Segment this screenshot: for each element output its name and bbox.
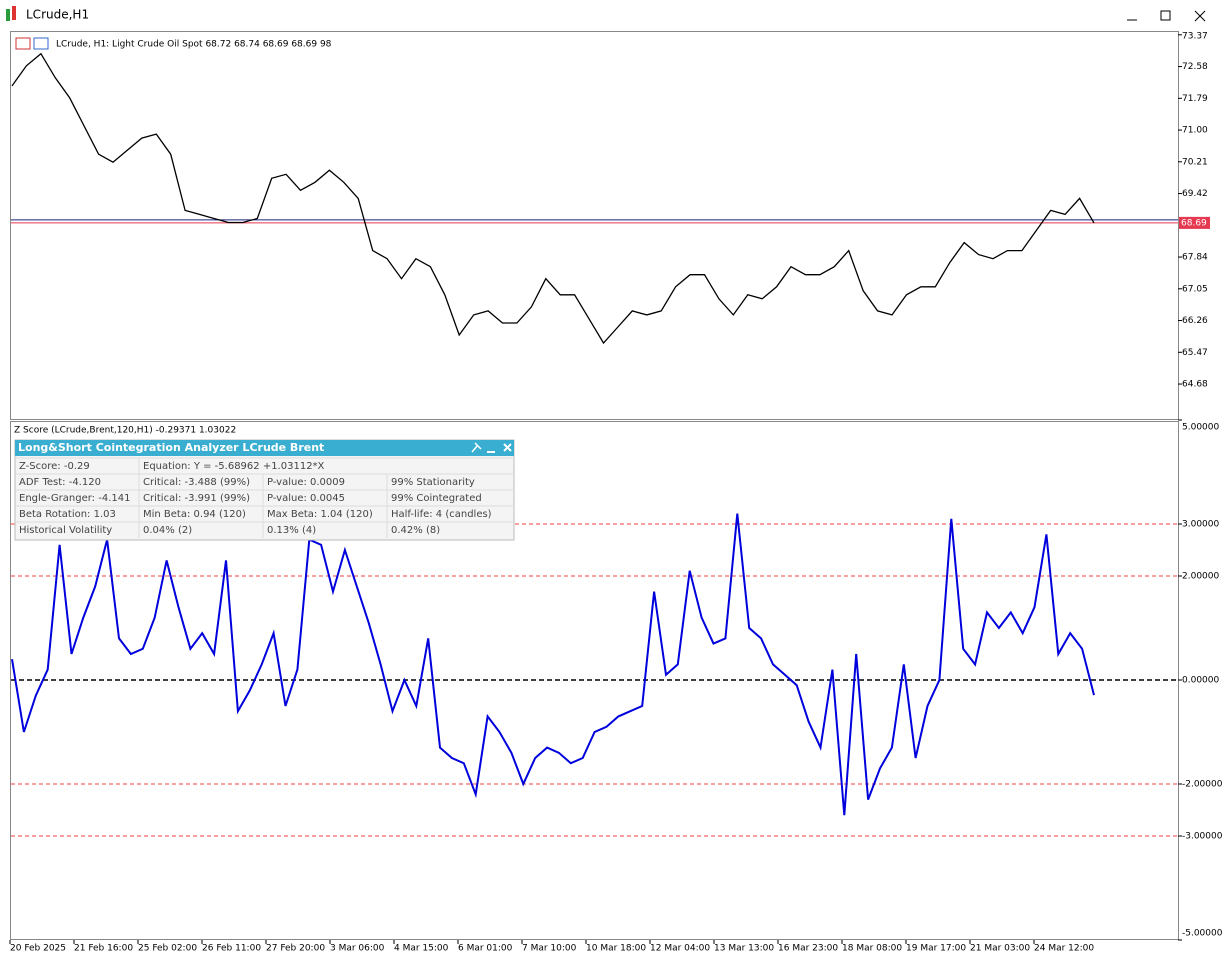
x-tick-label: 6 Mar 01:00: [458, 944, 513, 954]
y-tick-label: -3.00000: [1182, 832, 1223, 842]
panel-cell: P-value: 0.0009: [267, 477, 345, 488]
y-tick-label: -5.00000: [1182, 929, 1223, 939]
x-tick-label: 25 Feb 02:00: [138, 944, 197, 954]
y-tick-label: 69.42: [1182, 189, 1208, 199]
analyzer-panel: Long&Short Cointegration Analyzer LCrude…: [14, 439, 515, 541]
price-pane: [10, 31, 1179, 420]
zscore-info: Z Score (LCrude,Brent,120,H1) -0.29371 1…: [14, 426, 236, 436]
panel-cell: Z-Score: -0.29: [19, 461, 90, 472]
panel-cell: Min Beta: 0.94 (120): [143, 509, 246, 520]
chart-icon: [15, 37, 31, 50]
panel-cell: 99% Stationarity: [391, 477, 475, 488]
panel-cell: 0.13% (4): [267, 525, 316, 536]
title-bar: LCrude,H1: [6, 6, 1206, 22]
y-tick-label: 72.58: [1182, 62, 1208, 72]
x-tick-label: 18 Mar 08:00: [842, 944, 902, 954]
x-tick-label: 21 Mar 03:00: [970, 944, 1030, 954]
y-tick-label: 2.00000: [1182, 572, 1219, 582]
y-tick-label: 71.79: [1182, 94, 1208, 104]
panel-title: Long&Short Cointegration Analyzer LCrude…: [18, 441, 324, 454]
panel-header: [15, 440, 514, 456]
x-tick-label: 21 Feb 16:00: [74, 944, 133, 954]
x-tick-label: 19 Mar 17:00: [906, 944, 966, 954]
x-tick-label: 12 Mar 04:00: [650, 944, 710, 954]
y-tick-label: 65.47: [1182, 348, 1208, 358]
panel-cell: Max Beta: 1.04 (120): [267, 509, 373, 520]
maximize-button[interactable]: [1160, 10, 1171, 21]
panel-cell: ADF Test: -4.120: [19, 477, 101, 488]
y-tick-label: 3.00000: [1182, 520, 1219, 530]
zscore-line: [11, 513, 1095, 816]
x-tick-label: 16 Mar 23:00: [778, 944, 838, 954]
x-tick-label: 26 Feb 11:00: [202, 944, 261, 954]
x-tick-label: 24 Mar 12:00: [1034, 944, 1094, 954]
app-icon: [6, 9, 10, 21]
window-title: LCrude,H1: [26, 8, 89, 22]
price-line: [11, 52, 1095, 345]
panel-cell: Historical Volatility: [19, 525, 112, 536]
y-tick-label: 67.84: [1182, 253, 1208, 263]
marks: 73.37 72.58 71.79 71.00 70.21 69.42 67.84 67.05…: [9, 32, 1223, 954]
panel-cell: Half-life: 4 (candles): [391, 509, 492, 520]
x-tick-label: 7 Mar 10:00: [522, 944, 577, 954]
y-tick-label: -2.00000: [1182, 780, 1223, 790]
y-tick-label: 70.21: [1182, 157, 1208, 167]
panel-cell: Critical: -3.991 (99%): [143, 493, 250, 504]
y-tick-label: 67.05: [1182, 284, 1208, 294]
x-tick-label: 27 Feb 20:00: [266, 944, 325, 954]
current-price-box: [1179, 216, 1210, 229]
panel-cell: Beta Rotation: 1.03: [19, 509, 116, 520]
app-icon: [12, 6, 16, 20]
chart-icon: [33, 37, 49, 50]
y-tick-label: 66.26: [1182, 316, 1208, 326]
x-tick-label: 4 Mar 15:00: [394, 944, 449, 954]
x-tick-label: 13 Mar 13:00: [714, 944, 774, 954]
y-tick-label: 5.00000: [1182, 423, 1219, 433]
current-price-label: 68.69: [1181, 218, 1207, 228]
panel-cell: 0.42% (8): [391, 525, 440, 536]
price-info: LCrude, H1: Light Crude Oil Spot 68.72 6…: [56, 40, 332, 50]
panel-cell: 99% Cointegrated: [391, 493, 482, 504]
x-tick-label: 10 Mar 18:00: [586, 944, 646, 954]
y-tick-label: 0.00000: [1182, 676, 1219, 686]
y-tick-label: 73.37: [1182, 32, 1208, 42]
panel-cell: Equation: Y = -5.68962 +1.03112*X: [143, 461, 325, 472]
close-panel-button[interactable]: [503, 443, 512, 452]
panel-cell: P-value: 0.0045: [267, 493, 345, 504]
panel-cell: Critical: -3.488 (99%): [143, 477, 250, 488]
panel-cell: Engle-Granger: -4.141: [19, 493, 130, 504]
pin-button[interactable]: [471, 442, 482, 453]
y-tick-label: 64.68: [1182, 380, 1208, 390]
y-tick-label: 71.00: [1182, 126, 1208, 136]
close-button[interactable]: [1194, 10, 1206, 22]
panel-cell: 0.04% (2): [143, 525, 192, 536]
x-tick-label: 20 Feb 2025: [10, 944, 66, 954]
x-tick-label: 3 Mar 06:00: [330, 944, 385, 954]
